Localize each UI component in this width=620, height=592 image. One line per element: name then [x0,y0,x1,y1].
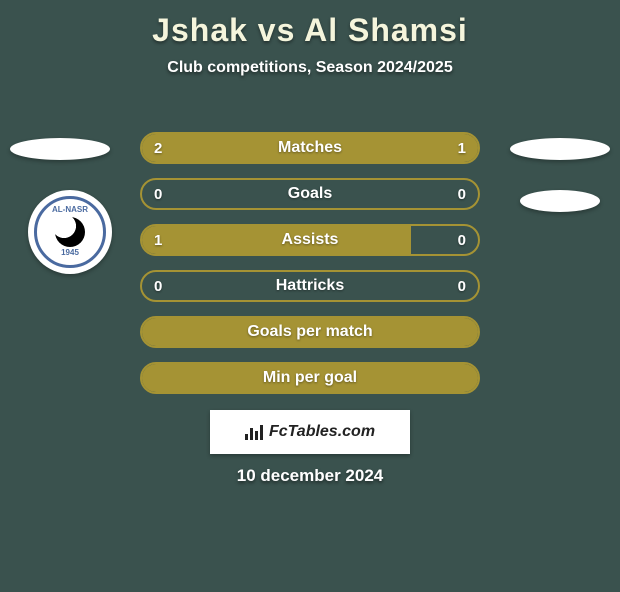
left-club-logo-inner: AL-NASR 1945 [34,196,106,268]
stat-row: 00Hattricks [140,270,480,302]
stat-label: Min per goal [142,364,478,392]
stat-label: Goals [142,180,478,208]
page-title: Jshak vs Al Shamsi [0,12,620,49]
stat-label: Assists [142,226,478,254]
stat-label: Hattricks [142,272,478,300]
decor-ellipse-right [510,138,610,160]
stat-row: Min per goal [140,362,480,394]
stat-label: Goals per match [142,318,478,346]
decor-ellipse-right-2 [520,190,600,212]
club-name-text: AL-NASR [52,206,88,215]
stat-row: 00Goals [140,178,480,210]
stat-row: 21Matches [140,132,480,164]
date-text: 10 december 2024 [0,466,620,486]
watermark-text: FcTables.com [269,423,375,441]
club-year-text: 1945 [61,249,79,258]
stat-label: Matches [142,134,478,162]
soccer-ball-icon [55,217,85,247]
stat-row: Goals per match [140,316,480,348]
watermark-badge: FcTables.com [210,410,410,454]
stat-row: 10Assists [140,224,480,256]
decor-ellipse-left [10,138,110,160]
page-subtitle: Club competitions, Season 2024/2025 [0,59,620,77]
bar-chart-icon [245,424,263,440]
left-club-logo: AL-NASR 1945 [28,190,112,274]
stats-bars-container: 21Matches 00Goals 10Assists 00Hattricks Goal… [140,132,480,408]
